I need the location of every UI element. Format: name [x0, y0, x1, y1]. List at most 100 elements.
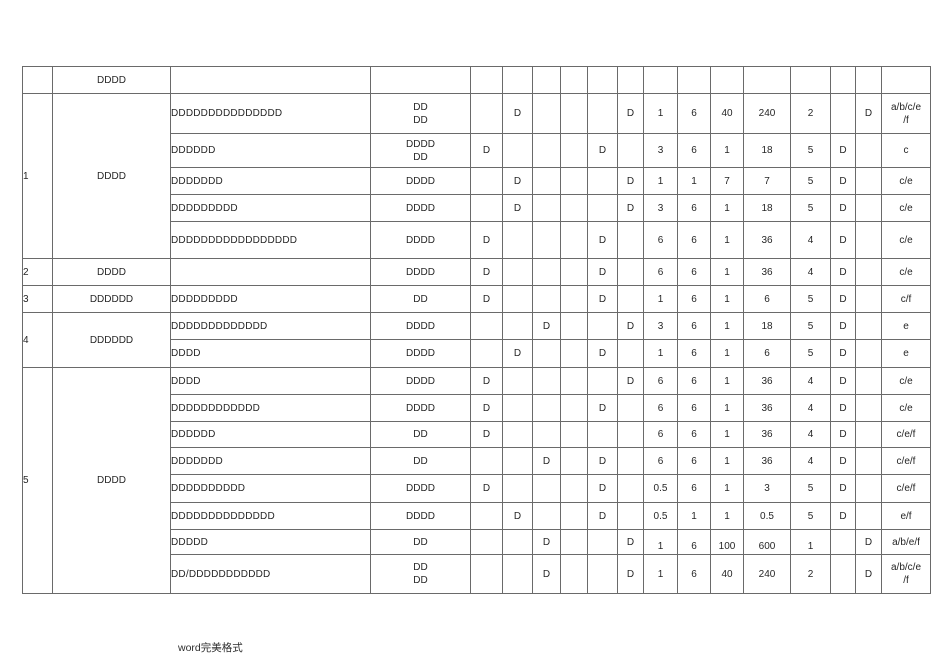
grade-cell: c/e	[881, 194, 931, 222]
mark-cell: D	[470, 133, 503, 168]
item-name-cell: DDDDDDDDD	[170, 285, 371, 313]
mark-cell	[502, 285, 533, 313]
text-line: DD	[413, 114, 428, 126]
value-cell: 1	[710, 474, 744, 503]
mark-cell	[560, 221, 588, 259]
flag-cell	[855, 394, 882, 422]
text-line: c/e/f	[896, 455, 916, 467]
flag-cell: D	[830, 421, 856, 448]
text-line: e	[903, 320, 909, 332]
value-cell: 6	[677, 258, 711, 286]
value-cell: 1	[643, 93, 678, 134]
flag-cell	[855, 474, 882, 503]
mark-cell	[560, 529, 588, 555]
grade-cell: c/e	[881, 367, 931, 395]
flag-cell	[855, 167, 882, 195]
grade-cell: c	[881, 133, 931, 168]
flag-cell: D	[830, 133, 856, 168]
text-line: c/e	[899, 175, 913, 187]
text-line: DD	[413, 151, 428, 163]
value-cell: 1	[643, 554, 678, 594]
text-line: DDDD	[406, 266, 435, 278]
flag-cell: D	[830, 221, 856, 259]
mark-cell	[560, 167, 588, 195]
text-line: DDDD	[406, 375, 435, 387]
mark-cell	[502, 421, 533, 448]
mark-cell: D	[470, 221, 503, 259]
spec-cell: DD	[370, 447, 471, 475]
value-cell: 0.5	[643, 474, 678, 503]
mark-cell	[502, 133, 533, 168]
value-cell: 6	[677, 474, 711, 503]
header-cell	[790, 66, 831, 94]
mark-cell	[502, 367, 533, 395]
flag-cell: D	[830, 167, 856, 195]
mark-cell: D	[617, 93, 644, 134]
mark-cell: D	[617, 529, 644, 555]
value-cell: 1	[710, 502, 744, 530]
value-cell: 1	[643, 529, 678, 555]
item-name-cell: DDDDD	[170, 529, 371, 555]
value-cell: 3	[643, 312, 678, 340]
mark-cell	[560, 258, 588, 286]
header-cell	[830, 66, 856, 94]
flag-cell: D	[830, 285, 856, 313]
grade-cell: e/f	[881, 502, 931, 530]
header-cell	[643, 66, 678, 94]
text-line: DD	[413, 575, 428, 586]
mark-cell: D	[502, 339, 533, 368]
value-cell: 1	[643, 285, 678, 313]
grade-cell: c/f	[881, 285, 931, 313]
value-cell: 1	[710, 258, 744, 286]
group-category-cell: DDDDDD	[52, 312, 171, 368]
mark-cell	[532, 258, 561, 286]
item-name-cell: DDDDDDD	[170, 167, 371, 195]
group-category-cell: DDDD	[52, 258, 171, 286]
value-cell: 36	[743, 221, 791, 259]
value-cell: 1	[710, 194, 744, 222]
mark-cell	[532, 474, 561, 503]
value-cell: 6	[677, 529, 711, 555]
value-cell: 6	[677, 133, 711, 168]
text-line: c/e/f	[896, 483, 916, 494]
mark-cell	[617, 258, 644, 286]
value-cell: 6	[743, 285, 791, 313]
mark-cell: D	[617, 167, 644, 195]
grade-cell: c/e	[881, 221, 931, 259]
spec-cell: DDDD	[370, 339, 471, 368]
text-line: c/e	[899, 234, 913, 246]
mark-cell	[560, 367, 588, 395]
value-cell: 0.5	[643, 502, 678, 530]
mark-cell	[560, 339, 588, 368]
header-cell	[587, 66, 618, 94]
mark-cell	[470, 554, 503, 594]
text-line: DD	[413, 562, 428, 573]
mark-cell	[587, 529, 618, 555]
value-cell: 4	[790, 421, 831, 448]
mark-cell	[470, 167, 503, 195]
text-line: c/e	[899, 266, 913, 278]
value-cell: 1	[710, 421, 744, 448]
value-cell: 100	[710, 529, 744, 555]
value-cell: 5	[790, 167, 831, 195]
spec-cell: DDDD	[370, 167, 471, 195]
mark-cell	[532, 93, 561, 134]
mark-cell	[587, 167, 618, 195]
value-cell: 6	[677, 285, 711, 313]
value-cell: 3	[743, 474, 791, 503]
flag-cell	[855, 367, 882, 395]
value-cell: 18	[743, 312, 791, 340]
value-cell: 5	[790, 133, 831, 168]
value-cell: 4	[790, 394, 831, 422]
flag-cell: D	[830, 258, 856, 286]
mark-cell	[560, 474, 588, 503]
value-cell: 6	[677, 339, 711, 368]
value-cell: 6	[643, 421, 678, 448]
value-cell: 2	[790, 554, 831, 594]
flag-cell	[855, 133, 882, 168]
value-cell: 2	[790, 93, 831, 134]
flag-cell	[855, 312, 882, 340]
mark-cell: D	[470, 394, 503, 422]
value-cell: 6	[677, 367, 711, 395]
item-name-cell: DD/DDDDDDDDDDD	[170, 554, 371, 594]
